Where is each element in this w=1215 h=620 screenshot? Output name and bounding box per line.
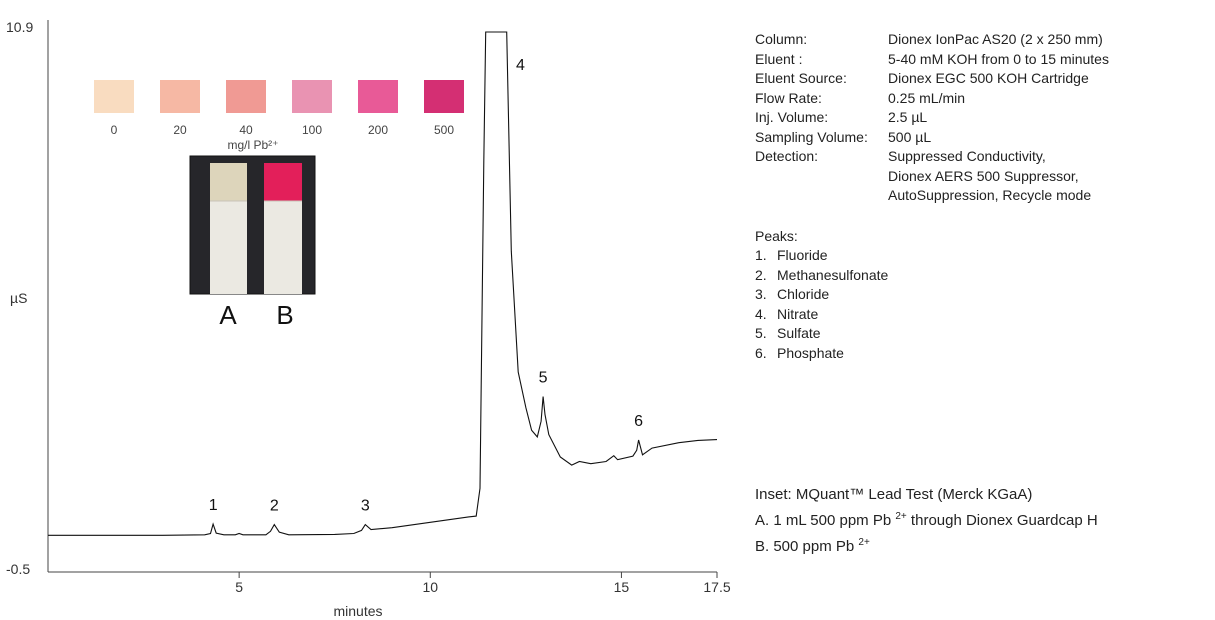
chromatogram-chart: 10.9 -0.5 µS minutes 5 10 15 17.5 1 2 3 4 5 6 0 2… (6, 19, 731, 619)
peak-name: Chloride (777, 286, 830, 302)
peak-name: Methanesulfonate (777, 266, 889, 283)
method-conditions-panel: Column: Dionex IonPac AS20 (2 x 250 mm) El… (755, 30, 1210, 363)
condition-row: Sampling Volume: 500 µL (755, 128, 1210, 148)
condition-value: 0.25 mL/min (888, 89, 966, 106)
x-tick-label: 5 (235, 579, 243, 595)
peak-name: Nitrate (777, 305, 819, 322)
peak-number: 1. (755, 247, 767, 263)
peak-name: Phosphate (777, 344, 844, 361)
peaks-legend: Peaks: 1. Fluoride 2. Methanesulfonate 3. Chl… (755, 227, 1210, 364)
inset-caption-b-sup: 2+ (858, 537, 870, 548)
inset-caption-a: A. 1 mL 500 ppm Pb 2+ through Dionex Gua… (755, 506, 1210, 532)
swatch-label: 200 (368, 123, 388, 137)
x-axis-label: minutes (333, 603, 382, 619)
condition-label: Eluent Source: (755, 70, 847, 86)
swatch-unit-label: mg/l Pb²⁺ (227, 138, 278, 152)
inset-caption-title: Inset: MQuant™ Lead Test (Merck KGaA) (755, 486, 1033, 503)
color-swatch (358, 80, 398, 113)
x-tick-label: 17.5 (703, 579, 730, 595)
conditions-list: Column: Dionex IonPac AS20 (2 x 250 mm) El… (755, 30, 1210, 206)
peak-list-item: 5. Sulfate (755, 324, 1210, 344)
color-swatch (292, 80, 332, 113)
swatch-label: 0 (111, 123, 118, 137)
peak-label: 3 (361, 498, 370, 515)
y-tick-min-label: -0.5 (6, 561, 30, 577)
color-swatch (424, 80, 464, 113)
condition-value: 500 µL (888, 128, 932, 145)
condition-value: Dionex EGC 500 KOH Cartridge (888, 70, 1089, 86)
peak-number: 4. (755, 305, 767, 322)
peak-list-item: 4. Nitrate (755, 305, 1210, 325)
inset-caption-b-text: B. 500 ppm Pb (755, 538, 855, 555)
swatch-label: 500 (434, 123, 454, 137)
condition-label: Detection: (755, 148, 819, 164)
peak-label: 2 (270, 498, 279, 515)
condition-value: Dionex IonPac AS20 (2 x 250 mm) (888, 31, 1103, 47)
condition-value: 5-40 mM KOH from 0 to 15 minutes (888, 50, 1109, 67)
color-swatch (94, 80, 134, 113)
x-tick-label: 15 (614, 579, 630, 595)
color-swatch (160, 80, 200, 113)
strip-a-pad (210, 163, 247, 201)
peak-label: 4 (516, 57, 525, 74)
condition-value: Suppressed Conductivity, Dionex AERS 500… (888, 148, 1092, 203)
peak-list-item: 3. Chloride (755, 285, 1210, 305)
y-axis-label: µS (10, 290, 27, 306)
peak-number: 6. (755, 344, 767, 361)
peak-list-item: 1. Fluoride (755, 246, 1210, 266)
inset-caption-a-sup: 2+ (895, 511, 907, 522)
strip-a-label: A (219, 300, 237, 330)
strip-b-label: B (276, 300, 293, 330)
condition-row: Inj. Volume: 2.5 µL (755, 108, 1210, 128)
swatch-label: 20 (173, 123, 187, 137)
swatch-label: 40 (239, 123, 253, 137)
peak-label: 1 (209, 497, 218, 514)
peak-label: 6 (634, 413, 643, 430)
condition-label: Inj. Volume: (755, 109, 829, 125)
swatch-label: 100 (302, 123, 322, 137)
color-swatch (226, 80, 266, 113)
inset-caption: Inset: MQuant™ Lead Test (Merck KGaA) A.… (755, 484, 1210, 558)
condition-row: Flow Rate: 0.25 mL/min (755, 89, 1210, 109)
inset-caption-a-suffix: through Dionex Guardcap H (906, 512, 1098, 529)
condition-row: Eluent : 5-40 mM KOH from 0 to 15 minutes (755, 50, 1210, 70)
condition-label: Flow Rate: (755, 89, 822, 106)
peak-name: Fluoride (777, 247, 828, 263)
condition-row: Detection: Suppressed Conductivity, Dione… (755, 147, 1210, 206)
condition-label: Eluent : (755, 50, 803, 67)
condition-label: Sampling Volume: (755, 128, 868, 145)
peak-list-item: 6. Phosphate (755, 344, 1210, 364)
peak-number: 3. (755, 286, 767, 302)
peaks-heading: Peaks: (755, 227, 798, 244)
peak-name: Sulfate (777, 325, 821, 341)
peak-list-item: 2. Methanesulfonate (755, 266, 1210, 286)
inset-caption-b: B. 500 ppm Pb 2+ (755, 532, 1210, 558)
peak-number: 5. (755, 325, 767, 341)
y-tick-max-label: 10.9 (6, 19, 33, 35)
peak-label: 5 (539, 370, 548, 387)
condition-label: Column: (755, 31, 808, 47)
peak-number: 2. (755, 266, 767, 283)
condition-row: Eluent Source: Dionex EGC 500 KOH Cartrid… (755, 69, 1210, 89)
chromatogram-trace (48, 31, 718, 536)
strip-b-pad (264, 163, 302, 201)
inset-figure: 0 20 40 100 200 500 mg/l Pb²⁺ A B (94, 80, 464, 330)
inset-caption-a-text: A. 1 mL 500 ppm Pb (755, 512, 892, 529)
condition-value: 2.5 µL (888, 109, 928, 125)
x-tick-label: 10 (422, 579, 438, 595)
condition-row: Column: Dionex IonPac AS20 (2 x 250 mm) (755, 30, 1210, 50)
